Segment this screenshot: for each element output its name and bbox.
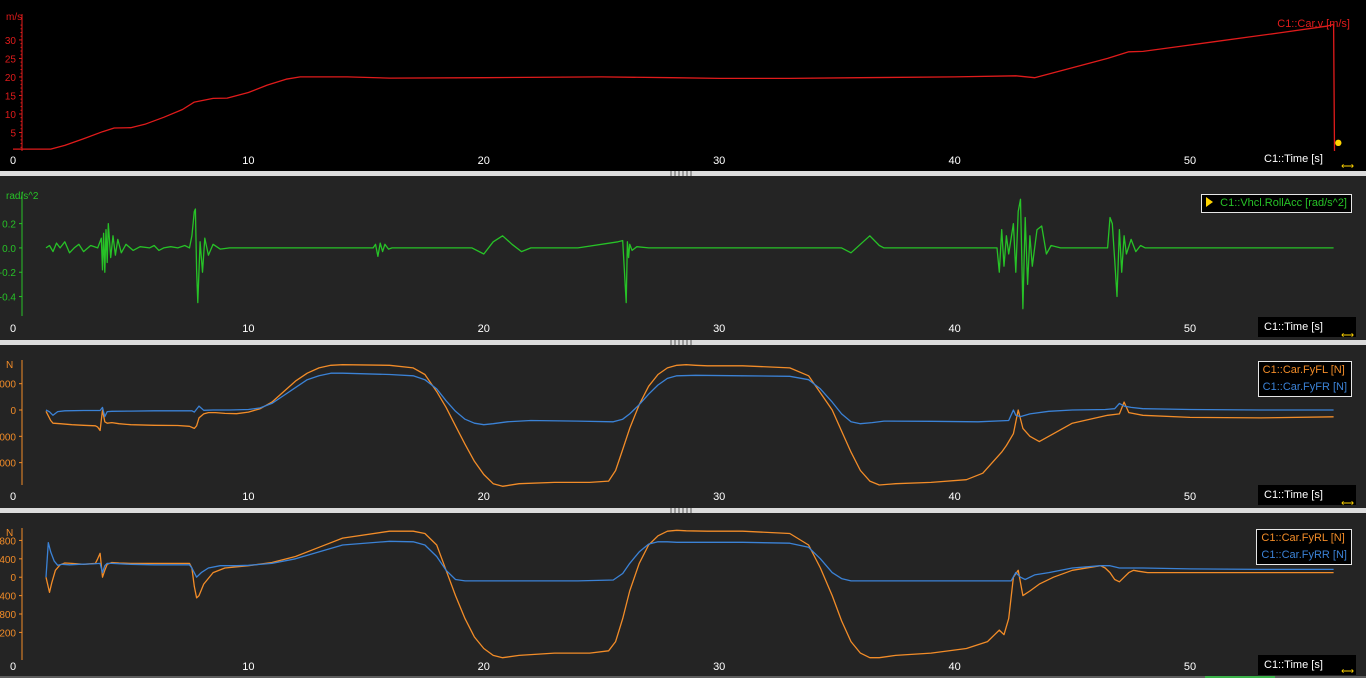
y-tick-label: 0 [10,573,16,584]
y-tick-label: 25 [5,54,17,65]
time-axis-label-2: C1::Time [s] [1258,317,1356,337]
legend-fyrr: C1::Car.FyRR [N] [1261,549,1347,561]
x-tick-label: 20 [478,491,490,503]
roll-acc-chart[interactable]: rad/s^2 0.2 0.0 -0.2 -0.4 0 10 20 30 40 50 [0,176,1366,340]
front-forces-chart-panel[interactable]: N10000-1000-200001020304050 C1::Car.FyFL… [0,345,1366,508]
status-indicator [1205,676,1275,678]
series-line-0[interactable] [45,364,1334,487]
resize-handle-icon-2[interactable]: ⟷ [1341,330,1354,340]
splitter-grip-icon[interactable] [670,171,692,176]
resize-handle-icon-4[interactable]: ⟷ [1341,666,1354,676]
y-tick-label: 1000 [0,380,16,391]
time-axis-label-1: C1::Time [s] [1264,153,1323,165]
x-tick-label: 50 [1184,155,1196,167]
x-tick-label: 0 [10,661,16,673]
panel-splitter-3[interactable] [0,508,1366,513]
resize-handle-icon-3[interactable]: ⟷ [1341,498,1354,508]
roll-acc-legend[interactable]: C1::Vhcl.RollAcc [rad/s^2] [1201,194,1352,213]
legend-fyfl: C1::Car.FyFL [N] [1262,364,1345,376]
x-tick-label: 20 [478,155,490,167]
y-tick-label: -1000 [0,432,16,443]
x-tick-label: 40 [948,491,960,503]
speed-legend-label: C1::Car.v [m/s] [1277,18,1350,30]
y-tick-label: 20 [5,73,17,84]
x-tick-label: 20 [478,661,490,673]
x-tick-label: 0 [10,323,16,335]
legend-fyrl: C1::Car.FyRL [N] [1261,532,1345,544]
panel-splitter-1[interactable] [0,171,1366,176]
x-tick-label: 30 [713,491,725,503]
time-cursor-marker[interactable] [1335,139,1342,147]
front-forces-legend[interactable]: C1::Car.FyFL [N] C1::Car.FyFR [N] [1257,361,1352,397]
splitter-grip-icon[interactable] [670,508,692,513]
legend-play-icon [1206,197,1214,207]
splitter-grip-icon[interactable] [670,340,692,345]
x-tick-label: 50 [1184,491,1196,503]
y-tick-label: -800 [0,610,16,621]
x-tick-label: 0 [10,491,16,503]
y-tick-label: -400 [0,592,16,603]
y-tick-label: 800 [0,536,16,547]
y-tick-label: 15 [5,91,17,102]
x-tick-label: 10 [242,661,254,673]
x-tick-label: 30 [713,323,725,335]
y-tick-label: -0.2 [0,268,16,279]
x-tick-label: 50 [1184,323,1196,335]
legend-fyfr: C1::Car.FyFR [N] [1262,381,1347,393]
x-tick-label: 40 [948,661,960,673]
series-line-0[interactable] [45,529,1334,659]
y-tick-label: -0.4 [0,293,16,304]
plot-background [0,176,1366,340]
speed-chart[interactable]: m/s 5 10 15 20 25 30 0 10 20 30 40 50 [0,0,1366,171]
resize-handle-icon-1[interactable]: ⟷ [1341,161,1354,171]
x-tick-label: 30 [713,661,725,673]
x-tick-label: 10 [242,323,254,335]
x-tick-label: 50 [1184,661,1196,673]
y-tick-label: -1200 [0,628,16,639]
status-strip [0,676,1366,678]
speed-chart-panel[interactable]: m/s 5 10 15 20 25 30 0 10 20 30 40 50 C1::Car.v [m/s… [0,0,1366,171]
x-tick-label: 0 [10,155,16,167]
y-tick-label: 30 [5,36,17,47]
x-tick-label: 10 [242,491,254,503]
series-line-0[interactable] [13,23,1336,152]
roll-acc-legend-label: C1::Vhcl.RollAcc [rad/s^2] [1220,197,1347,209]
plot-background [0,0,1366,171]
y-tick-label: 0.0 [2,244,16,255]
time-axis-label-4: C1::Time [s] [1258,655,1356,675]
x-tick-label: 40 [948,323,960,335]
plot-background [0,345,1366,508]
rear-forces-legend[interactable]: C1::Car.FyRL [N] C1::Car.FyRR [N] [1256,529,1352,565]
x-tick-label: 30 [713,155,725,167]
y-unit-label: rad/s^2 [6,191,39,202]
y-unit-label: N [6,360,13,371]
y-unit-label: N [6,528,13,539]
series-line-0[interactable] [45,198,1334,310]
y-tick-label: 400 [0,555,16,566]
x-tick-label: 10 [242,155,254,167]
x-tick-label: 40 [948,155,960,167]
y-tick-label: 0.2 [2,220,16,231]
series-line-1[interactable] [45,540,1334,582]
y-tick-label: 0 [10,406,16,417]
time-axis-label-3: C1::Time [s] [1258,485,1356,505]
panel-splitter-2[interactable] [0,340,1366,345]
y-tick-label: 5 [10,128,16,139]
y-unit-label: m/s [6,12,22,23]
x-tick-label: 20 [478,323,490,335]
speed-legend[interactable]: C1::Car.v [m/s] [1277,16,1350,33]
series-line-1[interactable] [45,372,1334,426]
plot-background [0,513,1366,676]
y-tick-label: 10 [5,110,17,121]
